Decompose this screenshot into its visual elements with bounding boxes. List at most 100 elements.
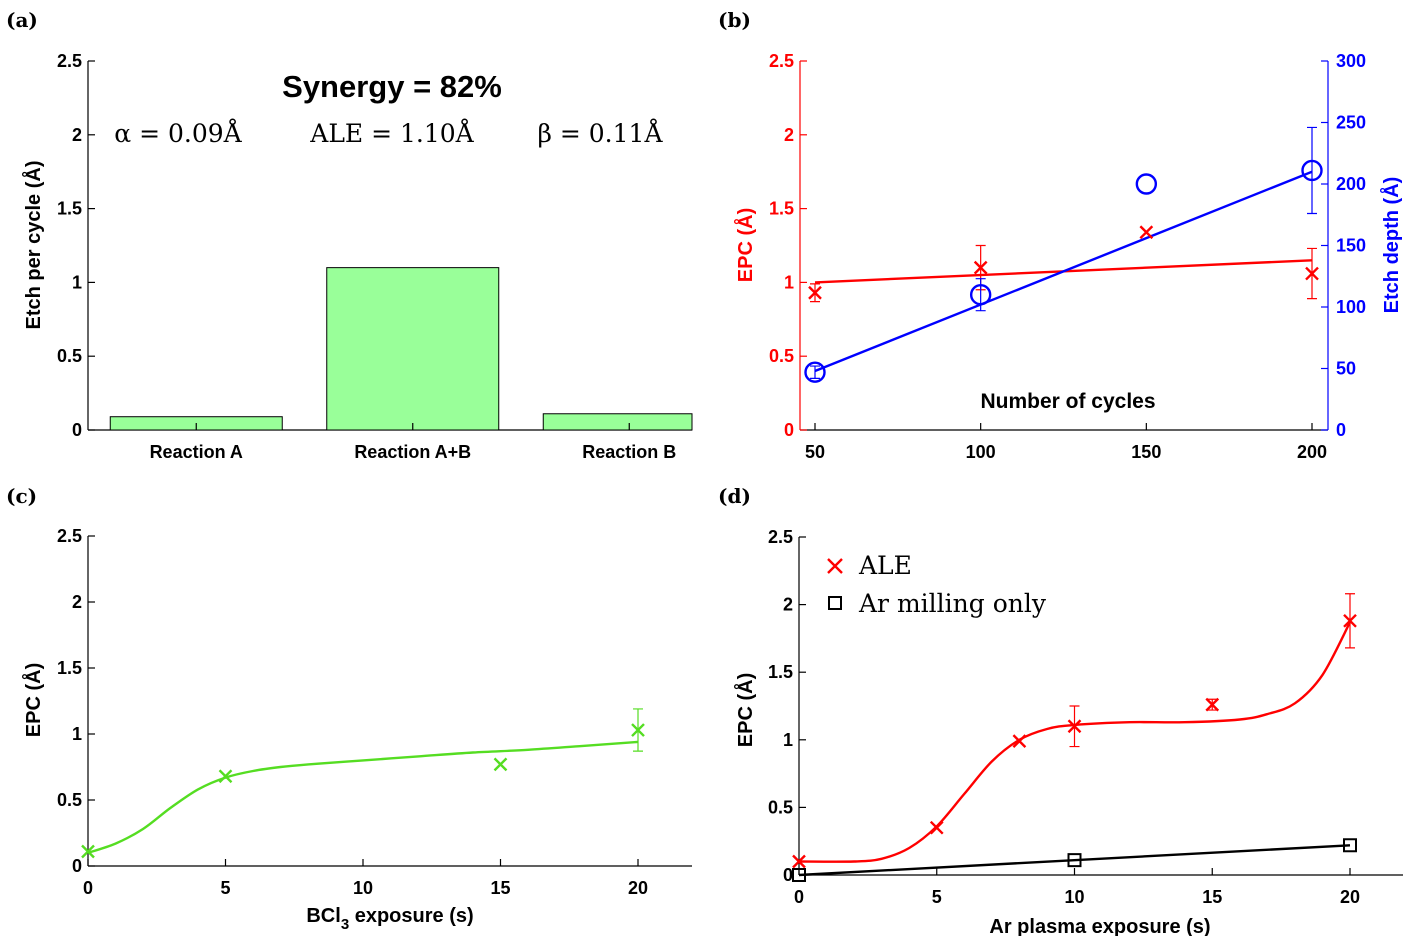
d-x-axis-tick-label: 5 <box>932 887 942 907</box>
d-ale-fit-curve <box>798 621 1352 863</box>
b-y2-axis-tick-label: 100 <box>1336 297 1366 317</box>
d-y-axis-tick-label: 0.5 <box>768 797 793 817</box>
b-depth-point <box>1135 173 1158 195</box>
d-y-axis-tick-label: 1.5 <box>768 662 793 682</box>
b-y2-axis-tick-label: 150 <box>1336 236 1366 256</box>
c-y-axis-tick-label: 2 <box>72 592 82 612</box>
c-x-label-main: BCl <box>306 905 340 927</box>
a-y-axis-tick-label: 1.5 <box>57 199 82 219</box>
d-ar-point <box>1067 853 1082 868</box>
c-x-label-tail: exposure (s) <box>349 905 473 927</box>
c-point <box>81 844 95 859</box>
b-y-axis-tick-label: 1.5 <box>769 199 794 219</box>
c-y-axis-tick-label: 2.5 <box>57 526 82 546</box>
b-y-axis-tick-label: 0 <box>784 420 794 440</box>
panel-d: (d) 0 0.5 1 1.5 2 2.5 0 5 10 15 20 ALE Ar milling onl… <box>718 484 1403 936</box>
d-legend-ale-label: ALE <box>858 551 912 580</box>
panel-b: (b) 50 100 150 200 0 0.5 1 1.5 2 2.5 0 50 100 150 200 25… <box>718 8 1403 462</box>
d-y-axis-tick-label: 2.5 <box>768 527 793 547</box>
d-legend-ale-marker <box>827 558 843 574</box>
c-y-axis-tick-label: 1.5 <box>57 658 82 678</box>
d-x-axis-tick-label: 20 <box>1340 887 1360 907</box>
bar-reaction-a-b <box>326 267 500 431</box>
b-x-axis-tick-label: 200 <box>1297 442 1327 462</box>
c-x-axis-tick-label: 20 <box>628 878 648 898</box>
a-annotation: β = 0.11Å <box>537 118 663 148</box>
b-y2-label: Etch depth (Å) <box>1379 177 1403 314</box>
d-ale-point <box>1067 719 1082 734</box>
a-y-axis-tick-label: 0 <box>72 420 82 440</box>
a-y-axis-tick-label: 2.5 <box>57 51 82 71</box>
a-y-label: Etch per cycle (Å) <box>21 161 45 330</box>
d-x-axis-tick-label: 0 <box>794 887 804 907</box>
b-y2-axis-tick-label: 200 <box>1336 174 1366 194</box>
a-x-tick-label: Reaction A <box>150 442 243 462</box>
b-y-axis-tick-label: 2.5 <box>769 51 794 71</box>
c-x-label-subscript: 3 <box>341 916 349 933</box>
d-ale-point <box>792 854 806 869</box>
d-legend-ar-marker <box>828 596 842 610</box>
bar-reaction-b <box>542 413 693 431</box>
c-x-axis-tick-label: 0 <box>83 878 93 898</box>
d-ar-point <box>792 868 806 882</box>
b-epc-point <box>1305 266 1319 281</box>
d-legend-ar-label: Ar milling only <box>858 589 1047 618</box>
d-ale-point <box>1205 697 1220 712</box>
c-fit-curve <box>87 740 639 854</box>
a-x-tick-label: Reaction A+B <box>354 442 471 462</box>
c-point <box>218 769 233 784</box>
b-depth-point <box>969 284 992 306</box>
b-y-axis-tick-label: 0.5 <box>769 346 794 366</box>
d-ar-point <box>1343 838 1357 853</box>
d-y-axis-tick-label: 2 <box>783 595 793 615</box>
b-depth-fit-line <box>814 170 1313 373</box>
a-annotation: α = 0.09Å <box>114 118 242 148</box>
a-title: Synergy = 82% <box>282 69 502 104</box>
d-y-label: EPC (Å) <box>733 673 757 747</box>
c-y-axis-tick-label: 1 <box>72 724 82 744</box>
a-x-tick-label: Reaction B <box>582 442 676 462</box>
d-ale-point <box>1343 613 1357 628</box>
c-x-axis-tick-label: 5 <box>220 878 230 898</box>
b-epc-point <box>808 285 822 300</box>
b-depth-point <box>804 361 826 383</box>
c-point <box>631 723 645 737</box>
c-x-axis-tick-label: 10 <box>353 878 373 898</box>
d-y-axis-tick-label: 0 <box>783 865 793 885</box>
b-x-label: Number of cycles <box>980 390 1155 413</box>
panel-c: (c) 0 0.5 1 1.5 2 2.5 0 5 10 15 20 BCl3 exposure (s)… <box>6 484 692 933</box>
b-depth-point <box>1301 159 1323 182</box>
d-ale-point <box>929 820 944 835</box>
d-x-axis-tick-label: 10 <box>1064 887 1084 907</box>
c-x-label: BCl3 exposure (s) <box>306 905 473 933</box>
panel-label-d: (d) <box>718 484 751 508</box>
b-epc-point <box>973 260 988 275</box>
b-y-label: EPC (Å) <box>733 208 757 282</box>
d-ar-fit-line <box>798 844 1351 877</box>
b-y2-axis-tick-label: 250 <box>1336 113 1366 133</box>
d-x-axis-tick-label: 15 <box>1202 887 1222 907</box>
b-x-axis-tick-label: 150 <box>1131 442 1161 462</box>
b-epc-point <box>1139 225 1154 240</box>
panel-label-c: (c) <box>6 484 37 508</box>
a-y-axis-tick-label: 2 <box>72 125 82 145</box>
d-ale-point <box>1012 734 1027 749</box>
b-depth-error-bar <box>810 365 820 379</box>
c-y-label: EPC (Å) <box>21 663 45 737</box>
b-x-axis-tick-label: 100 <box>966 442 996 462</box>
b-y2-axis-tick-label: 300 <box>1336 51 1366 71</box>
c-y-axis-tick-label: 0.5 <box>57 790 82 810</box>
d-y-axis-tick-label: 1 <box>783 730 793 750</box>
a-y-axis-tick-label: 0.5 <box>57 346 82 366</box>
c-x-axis-tick-label: 15 <box>490 878 510 898</box>
b-y-axis-tick-label: 2 <box>784 125 794 145</box>
c-y-axis-tick-label: 0 <box>72 856 82 876</box>
d-x-label: Ar plasma exposure (s) <box>989 916 1210 936</box>
b-y-axis-tick-label: 1 <box>784 272 794 292</box>
b-x-axis-tick-label: 50 <box>805 442 825 462</box>
panel-label-b: (b) <box>718 8 751 32</box>
b-y2-axis-tick-label: 0 <box>1336 420 1346 440</box>
c-point <box>493 757 508 772</box>
panel-a: (a) 0 0.5 1 1.5 2 2.5 Reaction A Reaction A+B Rea… <box>6 8 693 462</box>
